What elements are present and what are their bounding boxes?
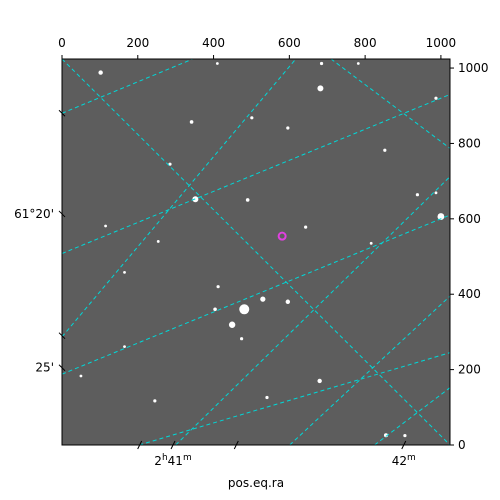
star-point [104, 224, 107, 228]
star-point [260, 296, 266, 302]
left-tick-label: 61°20' [14, 207, 54, 221]
right-tick-label: 600 [458, 212, 481, 226]
star-point [434, 96, 438, 100]
top-pixel-axis: 0 200 400 600 800 1000 [58, 36, 456, 59]
top-tick-label: 1000 [426, 36, 457, 50]
bottom-tick [170, 440, 176, 450]
star-point [265, 395, 269, 400]
star-point [123, 345, 126, 349]
right-tick-label: 200 [458, 363, 481, 377]
top-tick-label: 600 [278, 36, 301, 50]
right-tick-label: 400 [458, 287, 481, 301]
right-tick-label: 1000 [458, 61, 489, 75]
plot-frame [61, 58, 451, 446]
left-tick [58, 210, 66, 218]
left-tick [58, 364, 66, 372]
stars-layer [79, 61, 445, 438]
star-point [215, 62, 219, 65]
star-point [153, 399, 157, 403]
star-point [213, 307, 217, 312]
star-point [317, 85, 324, 92]
bottom-tick-label: 42m [392, 453, 416, 468]
star-point [79, 374, 83, 378]
top-tick-label: 0 [58, 36, 66, 50]
right-tick-label: 800 [458, 136, 481, 150]
top-tick-label: 200 [126, 36, 149, 50]
right-tick-label: 0 [458, 438, 466, 452]
star-point [123, 270, 126, 274]
grid-line [289, 295, 450, 445]
star-point [317, 378, 322, 384]
star-point [228, 321, 236, 328]
star-point [156, 240, 160, 243]
left-dec-axis: 61°20' 25' [14, 109, 66, 375]
grid-line [374, 387, 450, 445]
right-pixel-axis: 0 200 400 600 800 1000 [450, 61, 489, 452]
star-point [245, 198, 250, 202]
grid-line [330, 59, 450, 149]
top-tick-label: 800 [354, 36, 377, 50]
grid-line [62, 59, 450, 445]
star-point [304, 225, 308, 229]
marked-source-layer [277, 231, 287, 241]
bottom-tick-label: 2h41m [154, 453, 191, 468]
star-point [434, 191, 438, 195]
left-tick-label: 25' [35, 361, 54, 375]
bottom-minor-tick [137, 440, 143, 450]
star-point [356, 62, 360, 65]
grid-line [62, 59, 297, 338]
plot-area [61, 58, 451, 446]
star-point [98, 70, 103, 75]
star-point [216, 285, 220, 289]
star-point [286, 126, 290, 130]
left-minor-tick [58, 109, 66, 117]
star-point [319, 61, 324, 66]
bottom-minor-tick [233, 440, 239, 450]
star-point [239, 304, 250, 315]
star-point [189, 120, 194, 124]
star-point [437, 213, 445, 220]
marked-source [277, 231, 287, 241]
bottom-tick [401, 440, 407, 450]
star-point [369, 241, 373, 245]
grid-line [139, 352, 450, 445]
star-point [285, 299, 291, 304]
grid-line [175, 176, 450, 445]
coordinate-grid [62, 59, 450, 445]
x-axis-title: pos.eq.ra [228, 476, 284, 490]
left-minor-tick [58, 332, 66, 340]
top-tick-label: 400 [202, 36, 225, 50]
star-point [415, 193, 420, 197]
star-point [240, 337, 244, 341]
star-point [250, 116, 254, 120]
star-point [383, 148, 387, 152]
star-point [403, 433, 407, 438]
grid-line [62, 59, 193, 114]
